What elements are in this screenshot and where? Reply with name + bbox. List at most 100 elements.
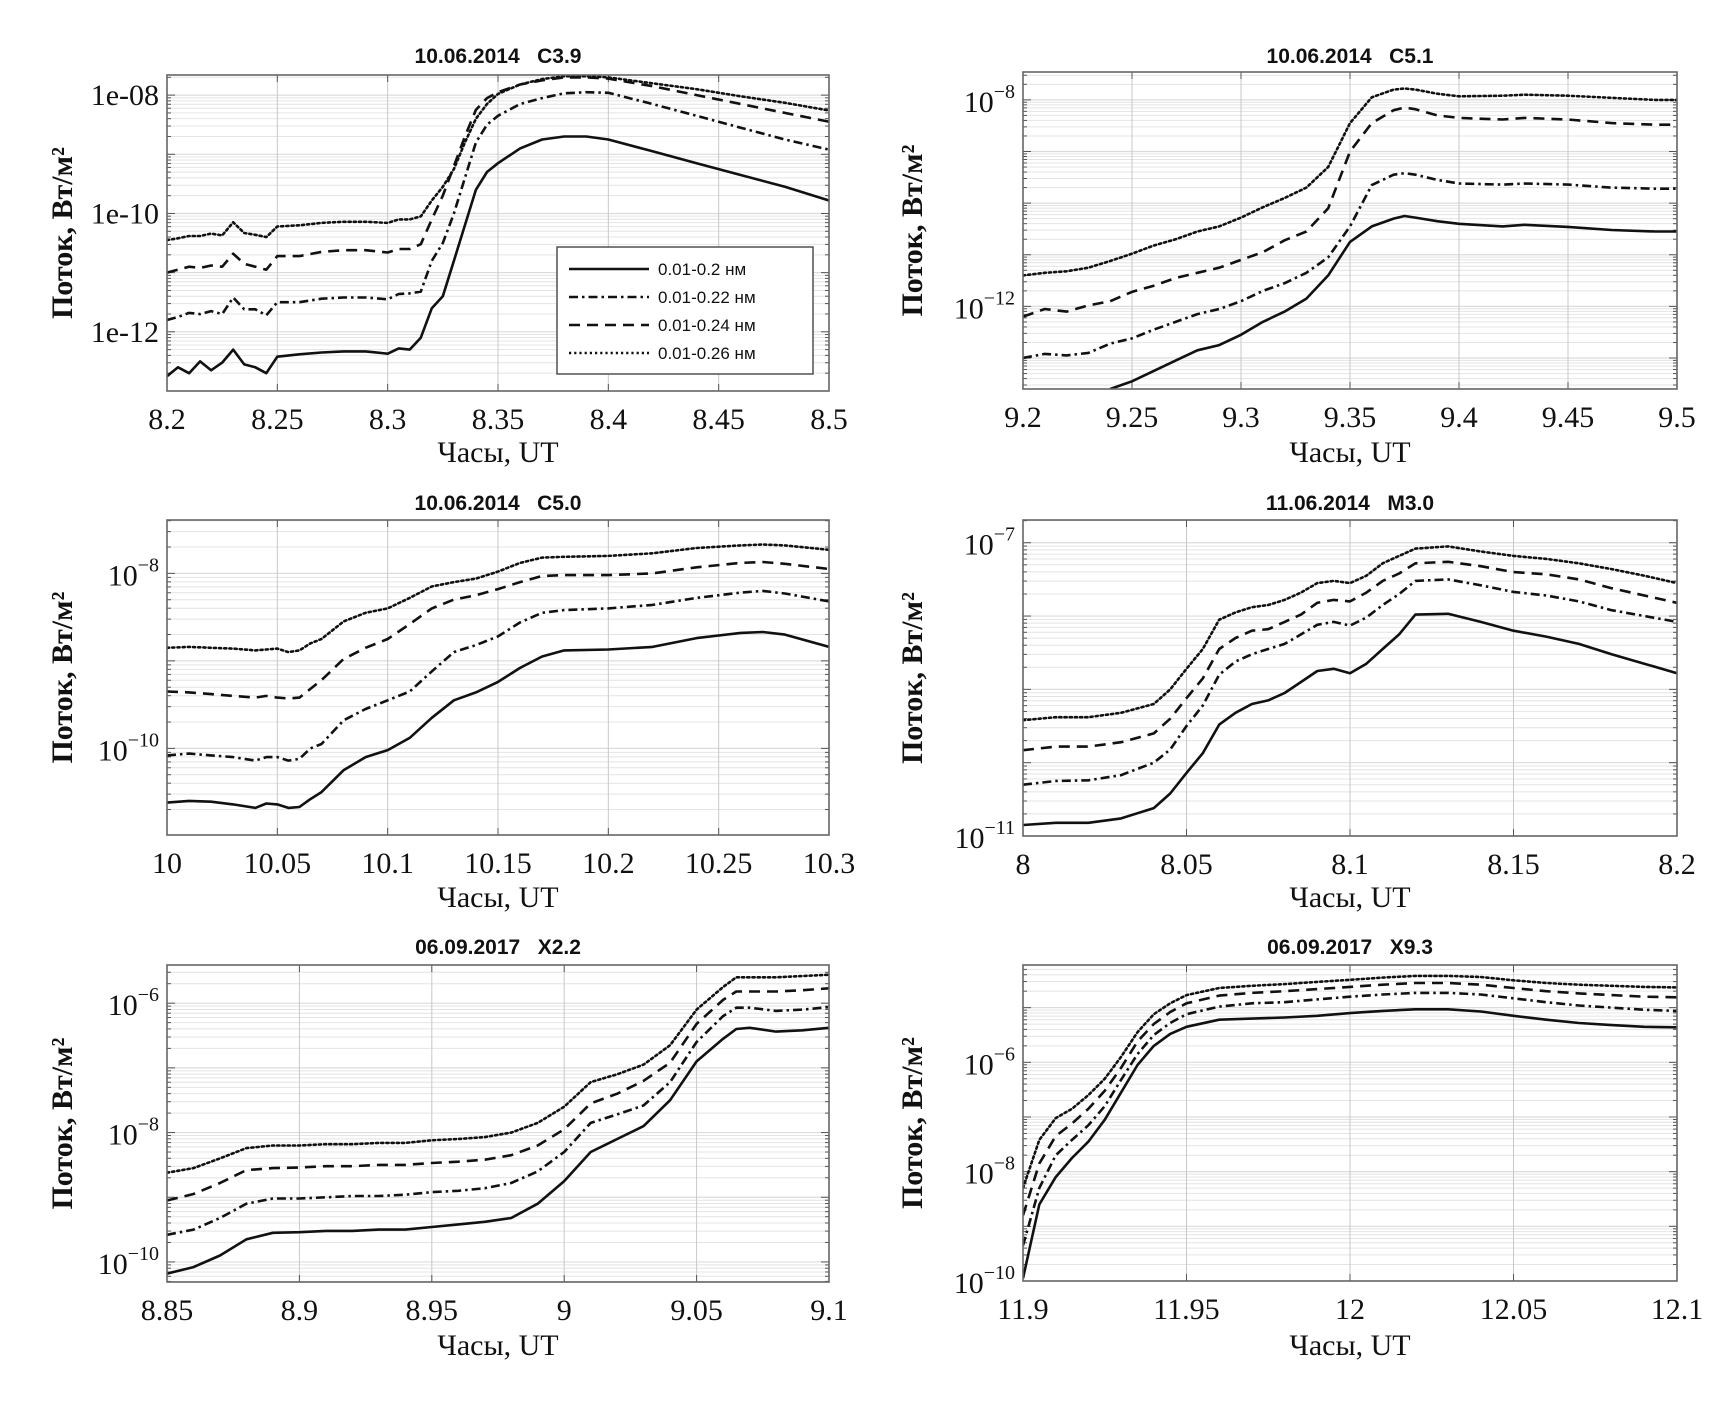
series-line-solid: [1023, 612, 1677, 827]
series-line-dotted: [167, 973, 829, 1174]
y-tick-label: 10−6: [108, 984, 159, 1022]
x-tick-label: 8: [1016, 848, 1031, 881]
y-axis-label: Поток, Вт/м²: [896, 1037, 929, 1209]
x-tick-label: 9.25: [1106, 401, 1159, 434]
series-line-dashdot: [167, 90, 829, 322]
x-tick-label: 9.35: [1324, 401, 1377, 434]
x-tick-label: 10.05: [244, 847, 312, 880]
x-tick-label: 8.35: [472, 403, 525, 436]
series-line-dotted: [1023, 545, 1677, 722]
x-tick-label: 8.25: [251, 403, 304, 436]
panel-3: 10 10.05 10.1 10.15 10.2 10.25 10.3 10−10 10−8 По…: [46, 492, 855, 914]
y-tick-label: 10−8: [964, 81, 1015, 119]
series-group: [167, 543, 829, 810]
panel-title: 10.06.2014 C5.0: [415, 492, 582, 515]
x-tick-label: 9.3: [1222, 401, 1260, 434]
series-line-solid: [167, 135, 829, 378]
series-line-dashed: [167, 987, 829, 1202]
x-tick-label: 8.3: [369, 403, 407, 436]
x-axis-label: Часы, UT: [1289, 881, 1410, 914]
y-tick-label: 10−6: [964, 1043, 1015, 1081]
series-group: [1023, 545, 1677, 827]
legend: 0.01-0.2 нм 0.01-0.22 нм 0.01-0.24 нм 0.01-…: [556, 246, 814, 375]
series-line-solid: [167, 630, 829, 810]
x-tick-label: 8.85: [141, 1294, 194, 1327]
legend-label: 0.01-0.2 нм: [658, 260, 746, 279]
axes-frame: [166, 519, 830, 836]
x-tick-label: 8.05: [1160, 848, 1213, 881]
y-tick-label: 10−8: [964, 1153, 1015, 1191]
series-line-dashdot: [167, 1005, 829, 1237]
y-tick-label: 10−7: [964, 524, 1015, 562]
x-tick-label: 10.15: [464, 847, 532, 880]
x-tick-label: 8.2: [148, 403, 186, 436]
y-axis-label: Поток, Вт/м²: [46, 591, 79, 763]
x-tick-label: 8.95: [406, 1294, 459, 1327]
x-tick-label: 8.1: [1331, 848, 1369, 881]
series-line-dashed: [167, 560, 829, 700]
y-tick-label: 1e-08: [91, 79, 159, 112]
x-tick-label: 11.9: [997, 1293, 1048, 1326]
series-line-dotted: [1023, 974, 1677, 1190]
axes-frame: [1022, 964, 1678, 1282]
panel-title: 10.06.2014 C3.9: [415, 45, 582, 68]
series-line-solid: [1023, 1008, 1677, 1279]
panel-2: 9.2 9.25 9.3 9.35 9.4 9.45 9.5 10−12 10−8 Поток, …: [896, 45, 1696, 469]
series-line-dashdot: [167, 589, 829, 762]
x-tick-label: 10.1: [361, 847, 414, 880]
series-line-dashed: [1023, 106, 1677, 318]
x-tick-label: 10: [152, 847, 182, 880]
x-tick-label: 8.5: [810, 403, 848, 436]
series-group: [167, 973, 829, 1275]
x-tick-label: 9.5: [1658, 401, 1696, 434]
series-line-dashdot: [1023, 578, 1677, 786]
y-tick-label: 10−10: [954, 1262, 1015, 1300]
x-axis-label: Часы, UT: [1289, 436, 1410, 469]
series-line-dotted: [167, 543, 829, 654]
panel-1: 8.2 8.25 8.3 8.35 8.4 8.45 8.5 1e-12 1e-10 1e-08 П…: [46, 45, 848, 469]
series-line-solid: [1109, 214, 1677, 389]
axes-frame: [166, 964, 830, 1283]
x-axis-label: Часы, UT: [1289, 1329, 1410, 1362]
y-axis-label: Поток, Вт/м²: [896, 144, 929, 316]
panel-title: 11.06.2014 M3.0: [1266, 492, 1434, 515]
x-tick-label: 8.2: [1658, 848, 1696, 881]
x-tick-label: 9: [557, 1294, 572, 1327]
x-tick-label: 8.9: [281, 1294, 319, 1327]
x-tick-label: 10.25: [685, 847, 753, 880]
series-line-dashdot: [1023, 991, 1677, 1246]
y-axis-label: Поток, Вт/м²: [46, 147, 79, 319]
y-tick-label: 1e-12: [91, 316, 159, 349]
panel-5: 8.85 8.9 8.95 9 9.05 9.1 10−10 10−8 10−6 Поток, В…: [46, 936, 848, 1362]
y-tick-label: 10−10: [98, 1243, 159, 1281]
x-tick-label: 10.2: [582, 847, 635, 880]
grid: [166, 75, 830, 391]
legend-label: 0.01-0.24 нм: [658, 316, 756, 335]
panel-6: 11.9 11.95 12 12.05 12.1 10−10 10−8 10−6 Поток, …: [896, 936, 1703, 1362]
series-group: [167, 75, 829, 378]
x-tick-label: 12.05: [1480, 1293, 1548, 1326]
axes-frame: [1022, 519, 1678, 837]
panel-title: 10.06.2014 C5.1: [1267, 45, 1434, 68]
y-axis-label: Поток, Вт/м²: [896, 592, 929, 764]
x-axis-label: Часы, UT: [437, 436, 558, 469]
y-tick-label: 10−12: [954, 287, 1015, 325]
y-tick-label: 10−10: [98, 729, 159, 767]
panel-title: 06.09.2017 X2.2: [415, 936, 581, 959]
x-tick-label: 9.05: [670, 1294, 723, 1327]
series-line-dashed: [1023, 981, 1677, 1216]
series-group: [1023, 974, 1677, 1279]
y-tick-label: 10−8: [108, 1114, 159, 1152]
y-tick-label: 10−8: [108, 554, 159, 592]
x-tick-label: 9.45: [1542, 401, 1595, 434]
x-tick-label: 11.95: [1153, 1293, 1219, 1326]
series-line-dashdot: [1023, 171, 1677, 360]
legend-label: 0.01-0.22 нм: [658, 288, 756, 307]
y-tick-label: 10−11: [954, 817, 1015, 855]
x-tick-label: 8.4: [590, 403, 628, 436]
x-tick-label: 10.3: [803, 847, 856, 880]
legend-label: 0.01-0.26 нм: [658, 344, 756, 363]
series-line-dotted: [1023, 87, 1677, 277]
x-axis-label: Часы, UT: [437, 1329, 558, 1362]
